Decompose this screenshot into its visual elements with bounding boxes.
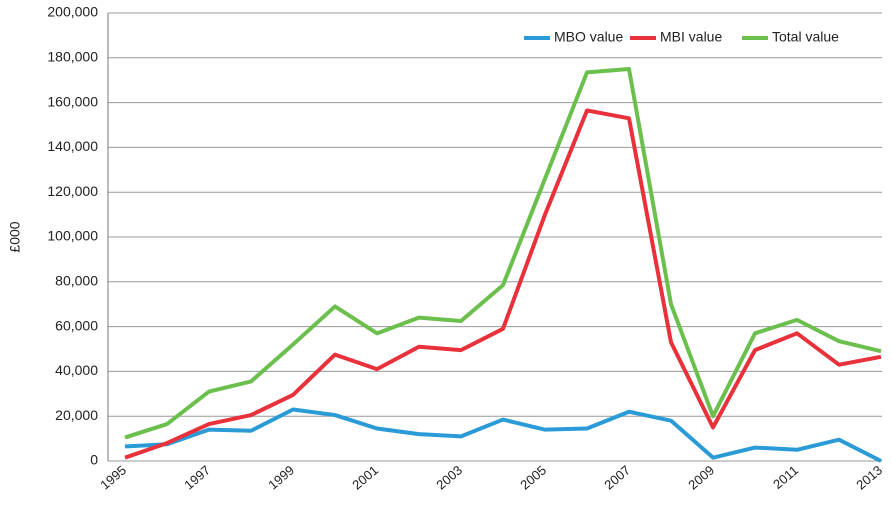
legend-label: MBO value [554, 29, 623, 45]
legend-label: MBI value [660, 29, 722, 45]
x-tick-label: 2005 [517, 462, 549, 492]
x-tick-label: 2003 [433, 462, 465, 492]
y-tick-label: 0 [90, 452, 98, 468]
x-tick-label: 2001 [349, 462, 381, 492]
y-tick-label: 40,000 [55, 362, 98, 378]
x-tick-label: 2007 [601, 462, 633, 492]
y-axis-label: £000 [7, 221, 23, 252]
y-tick-label: 200,000 [47, 4, 98, 20]
x-tick-label: 1997 [181, 462, 213, 492]
legend-label: Total value [772, 29, 839, 45]
x-tick-label: 2013 [853, 462, 885, 492]
x-tick-label: 1999 [265, 462, 297, 492]
y-tick-label: 140,000 [47, 138, 98, 154]
x-tick-label: 1995 [97, 462, 129, 492]
y-tick-label: 60,000 [55, 317, 98, 333]
y-tick-label: 100,000 [47, 228, 98, 244]
y-tick-label: 20,000 [55, 407, 98, 423]
data-line [124, 67, 882, 440]
x-tick-label: 2011 [770, 462, 801, 491]
data-line [124, 407, 882, 463]
y-tick-label: 80,000 [55, 273, 98, 289]
x-tick-label: 2009 [685, 462, 717, 492]
y-tick-label: 160,000 [47, 93, 98, 109]
y-tick-label: 180,000 [47, 49, 98, 65]
y-tick-label: 120,000 [47, 183, 98, 199]
data-line [124, 108, 882, 460]
